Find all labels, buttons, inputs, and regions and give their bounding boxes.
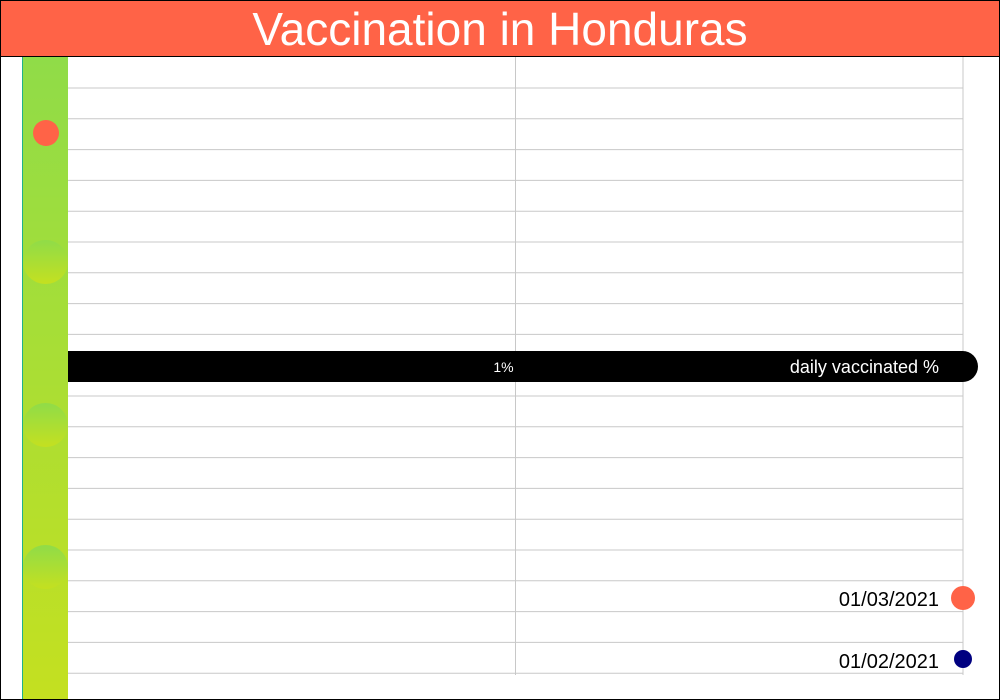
gauge-label: daily vaccinated %	[790, 357, 939, 377]
bar-segment-cap	[23, 240, 68, 284]
bar-marker	[33, 120, 59, 146]
title-bar: Vaccination in Honduras	[1, 1, 999, 57]
chart-title: Vaccination in Honduras	[252, 2, 748, 55]
gauge-band: 1% daily vaccinated %	[68, 351, 978, 382]
bar-segment-cap	[23, 403, 68, 447]
legend-label-01-03-2021: 01/03/2021	[839, 589, 939, 611]
gauge-band-left	[68, 351, 108, 382]
legend: 01/03/2021 01/02/2021	[839, 586, 975, 673]
bar-body	[23, 57, 68, 699]
chart-plot: 1% daily vaccinated % 01/03/2021 01/02/2…	[22, 57, 978, 699]
left-bar	[22, 57, 68, 699]
legend-label-01-02-2021: 01/02/2021	[839, 651, 939, 673]
daily-vaccinated-band	[68, 351, 978, 382]
legend-marker-01-02-2021	[954, 650, 972, 668]
tick-label: 1%	[493, 359, 513, 375]
legend-marker-01-03-2021	[951, 586, 975, 610]
bar-segment-cap	[23, 545, 68, 589]
grid	[68, 57, 964, 675]
